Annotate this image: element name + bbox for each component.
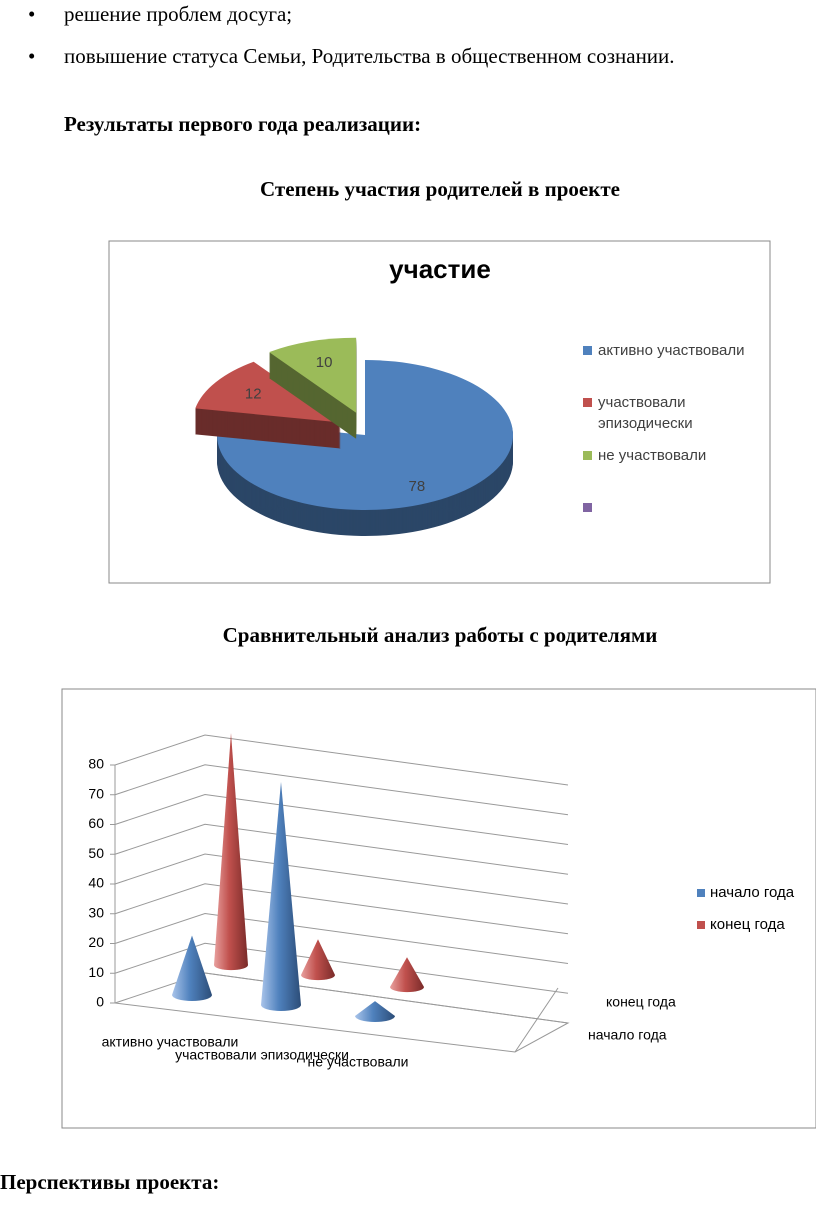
x-tick-label: активно участвовали bbox=[102, 1034, 239, 1050]
chart-frame bbox=[61, 688, 816, 1129]
grid-line bbox=[114, 883, 569, 935]
depth-axis bbox=[514, 987, 559, 1053]
y-tick-label: 60 bbox=[88, 815, 104, 831]
data-label: 12 bbox=[245, 385, 262, 402]
y-tick-label: 70 bbox=[88, 785, 104, 801]
section-heading: Результаты первого года реализации: bbox=[64, 112, 422, 136]
legend-label: не участвовали bbox=[598, 447, 707, 464]
data-label: 10 bbox=[316, 354, 333, 371]
legend-label: участвовали эпизодически bbox=[598, 394, 693, 432]
y-tick-label: 30 bbox=[88, 904, 104, 920]
y-tick-label: 20 bbox=[88, 934, 104, 950]
legend-swatch bbox=[583, 503, 592, 512]
legend-swatch bbox=[583, 451, 592, 460]
cone bbox=[261, 781, 301, 1011]
grid-line bbox=[114, 853, 569, 905]
legend-swatch bbox=[697, 889, 705, 897]
floor bbox=[114, 972, 570, 1053]
slice bbox=[195, 361, 341, 423]
grid-line bbox=[114, 823, 569, 875]
legend-swatch bbox=[583, 346, 592, 355]
legend-label: конец года bbox=[710, 916, 785, 933]
cone bbox=[355, 1001, 395, 1022]
legend-swatch bbox=[697, 921, 705, 929]
cone bbox=[390, 957, 424, 993]
slice bbox=[269, 337, 357, 413]
legend-swatch bbox=[583, 398, 592, 407]
y-tick-label: 10 bbox=[88, 964, 104, 980]
bullet: решение проблем досуга; bbox=[64, 2, 293, 26]
cone bbox=[301, 939, 335, 981]
grid-line bbox=[114, 764, 569, 816]
depth-tick-label: начало года bbox=[588, 1027, 667, 1043]
grid-line bbox=[114, 734, 569, 786]
x-tick-label: не участвовали bbox=[307, 1054, 408, 1070]
bullet: повышение статуса Семьи, Родительства в … bbox=[64, 44, 675, 68]
legend-label: активно участвовали bbox=[598, 342, 745, 359]
bullet-dot: • bbox=[28, 2, 36, 26]
y-tick-label: 0 bbox=[96, 994, 104, 1010]
chart-heading: Сравнительный анализ работы с родителями bbox=[222, 623, 658, 647]
cone bbox=[172, 935, 212, 1001]
depth-tick-label: конец года bbox=[606, 994, 676, 1010]
chart-title: участие bbox=[389, 254, 491, 284]
y-tick-label: 40 bbox=[88, 875, 104, 891]
footer-heading: Перспективы проекта: bbox=[0, 1170, 220, 1194]
grid-line bbox=[114, 793, 569, 845]
y-tick-label: 50 bbox=[88, 845, 104, 861]
chart-heading: Степень участия родителей в проекте bbox=[260, 177, 620, 201]
bullet-dot: • bbox=[28, 44, 36, 68]
cone bbox=[214, 732, 248, 971]
y-tick-label: 80 bbox=[88, 756, 104, 772]
legend-label: начало года bbox=[710, 884, 795, 901]
grid-line bbox=[114, 942, 569, 994]
grid-line bbox=[114, 912, 569, 964]
x-tick-label: участвовали эпизодически bbox=[175, 1047, 349, 1063]
slice bbox=[217, 360, 513, 510]
data-label: 78 bbox=[409, 478, 426, 495]
